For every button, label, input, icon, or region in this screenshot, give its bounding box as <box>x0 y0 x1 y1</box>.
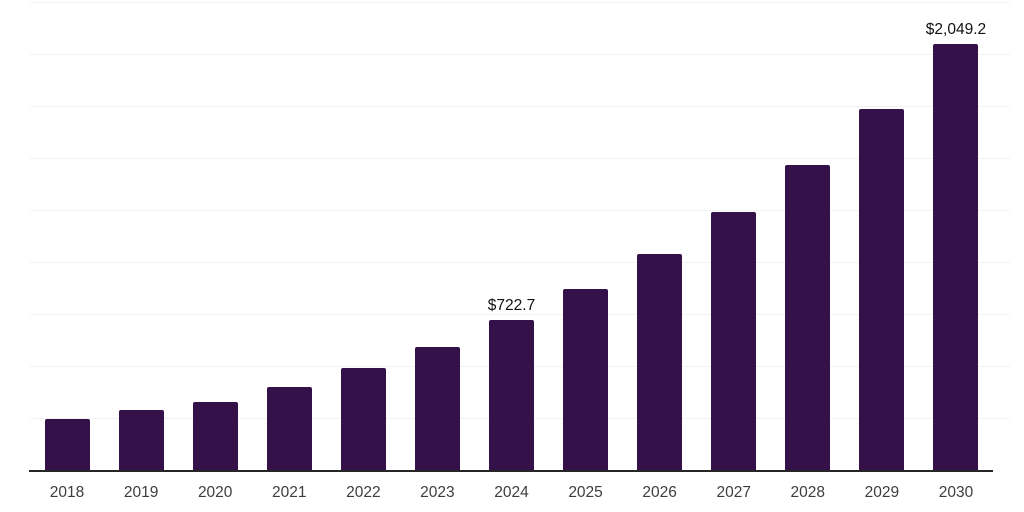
x-tick-label-2030: 2030 <box>938 484 974 501</box>
bar-2026[interactable] <box>637 253 683 470</box>
x-tick-label-2023: 2023 <box>420 484 455 501</box>
gridline <box>30 106 1010 107</box>
gridline <box>30 262 1010 263</box>
bar-2027[interactable] <box>711 212 757 470</box>
gridline <box>30 210 1010 211</box>
gridline <box>30 2 1010 3</box>
bar-2023[interactable] <box>414 347 460 470</box>
x-tick-label-2018: 2018 <box>49 484 85 501</box>
x-tick-label-2019: 2019 <box>123 484 159 501</box>
x-tick-label-2027: 2027 <box>716 484 751 501</box>
x-tick-label-2021: 2021 <box>272 484 307 501</box>
bar-2024[interactable] <box>489 319 534 470</box>
x-tick-label-2025: 2025 <box>568 484 603 501</box>
x-tick-label-2029: 2029 <box>864 484 900 501</box>
bar-2022[interactable] <box>340 368 386 470</box>
bar-2029[interactable] <box>859 109 905 470</box>
data-label-2030: $2,049.2 <box>925 20 987 38</box>
bar-2028[interactable] <box>785 165 831 470</box>
data-label-2024: $722.7 <box>487 296 536 314</box>
bar-2020[interactable] <box>192 402 238 470</box>
x-tick-label-2024: 2024 <box>494 484 529 501</box>
bar-2019[interactable] <box>118 409 164 470</box>
gridline <box>30 54 1010 55</box>
x-tick-label-2026: 2026 <box>642 484 677 501</box>
bar-2030[interactable] <box>933 43 979 470</box>
bar-2025[interactable] <box>563 289 609 470</box>
x-axis-line <box>29 470 993 472</box>
gridline <box>30 314 1010 315</box>
bar-2018[interactable] <box>44 419 90 470</box>
x-tick-label-2028: 2028 <box>790 484 826 501</box>
gridline <box>30 158 1010 159</box>
x-tick-label-2022: 2022 <box>346 484 381 501</box>
bar-2021[interactable] <box>266 386 312 470</box>
x-tick-label-2020: 2020 <box>197 484 233 501</box>
